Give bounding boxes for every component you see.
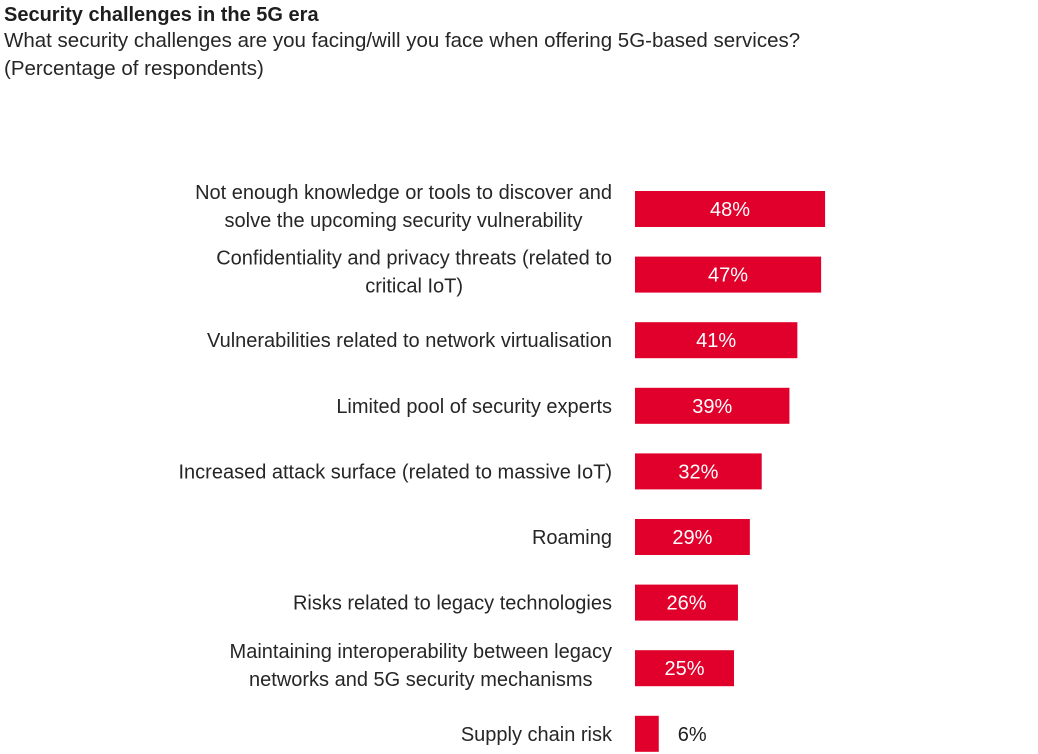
category-label: Maintaining interoperability between leg… [230,641,612,691]
bar [635,650,734,687]
category-label-text: Limited pool of security experts [336,396,612,418]
category-label-line: solve the upcoming security vulnerabilit… [225,210,583,232]
bar [635,191,826,227]
category-label-line: Confidentiality and privacy threats (rel… [216,248,612,270]
category-label-text: Roaming [532,527,612,549]
data-label: 47% [708,265,748,287]
bar [635,387,790,424]
bar [635,519,750,555]
bar [635,322,798,359]
category-label: Vulnerabilities related to network virtu… [207,330,612,352]
category-label: Risks related to legacy technologies [293,593,612,615]
data-label: 29% [672,527,712,549]
data-label: 32% [678,461,718,483]
category-label-text: Risks related to legacy technologies [293,593,612,615]
subtitle-line-unit: (Percentage of respondents) [4,57,264,80]
category-label: Not enough knowledge or tools to discove… [195,182,612,232]
category-label: Roaming [532,527,612,549]
bar [635,256,822,293]
category-label: Increased attack surface (related to mas… [178,461,612,483]
category-label: Limited pool of security experts [336,396,612,418]
bar [635,584,738,621]
category-label-text: Increased attack surface (related to mas… [178,461,612,483]
chart-title: Security challenges in the 5G era [4,4,319,26]
bar [635,715,659,752]
data-label: 25% [664,658,704,680]
category-label-line: networks and 5G security mechanisms [249,669,592,691]
data-label: 39% [692,396,732,418]
category-label-text: Vulnerabilities related to network virtu… [207,330,612,352]
category-label-line: Not enough knowledge or tools to discove… [195,182,612,204]
data-label: 41% [696,330,736,352]
data-label: 48% [710,199,750,221]
category-label-line: critical IoT) [365,276,463,298]
category-label: Confidentiality and privacy threats (rel… [216,248,612,298]
chart-subtitle: What security challenges are you facing/… [4,27,1038,83]
bar [635,453,762,490]
subtitle-line-question: What security challenges are you facing/… [4,29,801,52]
data-label: 26% [666,593,706,615]
category-label-text: Supply chain risk [461,724,613,746]
data-label: 6% [678,724,707,746]
category-label: Supply chain risk [461,724,613,746]
category-label-line: Maintaining interoperability between leg… [230,641,612,663]
